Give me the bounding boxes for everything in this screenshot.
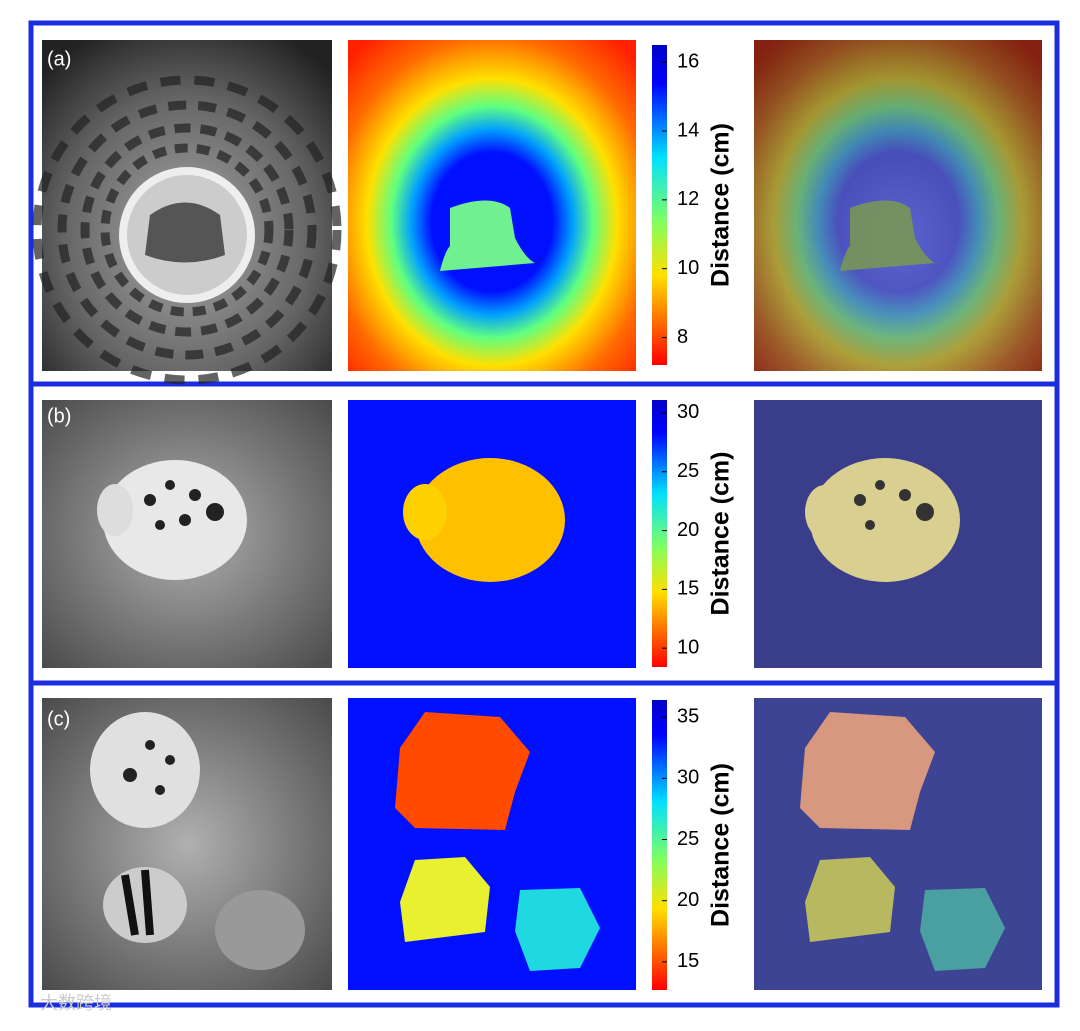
- depth-map: [348, 698, 636, 990]
- colorbar-tick-label: 15: [677, 578, 699, 600]
- colorbar-tick-label: 20: [677, 889, 699, 911]
- colorbar-tick-label: 25: [677, 828, 699, 850]
- colorbar-tick-label: 10: [677, 257, 699, 279]
- frame: [28, 20, 1060, 1008]
- colorbar-label: Distance (cm): [707, 123, 735, 287]
- grayscale-image: [42, 698, 332, 990]
- grayscale-image: [32, 40, 342, 385]
- colorbar-tick-label: 35: [677, 705, 699, 727]
- panel-label: (b): [47, 405, 71, 427]
- colorbar-label: Distance (cm): [707, 452, 735, 616]
- grayscale-image: [42, 400, 332, 668]
- colorbar-tick-label: 16: [677, 50, 699, 72]
- watermark: 大数跨境: [40, 993, 112, 1013]
- colorbar-tick-label: 20: [677, 519, 699, 541]
- colorbar: [652, 700, 667, 990]
- depth-map: [348, 40, 636, 371]
- colorbar-tick-label: 25: [677, 460, 699, 482]
- panel-label: (a): [47, 48, 71, 70]
- colorbar-label: Distance (cm): [707, 763, 735, 927]
- overlay-image: [754, 400, 1042, 668]
- colorbar-tick-label: 10: [677, 636, 699, 658]
- colorbar-tick-label: 15: [677, 950, 699, 972]
- depth-map: [348, 400, 636, 668]
- colorbar-tick-label: 12: [677, 188, 699, 210]
- colorbar-tick-label: 8: [677, 326, 688, 348]
- overlay-image: [754, 40, 1042, 371]
- colorbar-tick-label: 30: [677, 767, 699, 789]
- colorbar-tick-label: 14: [677, 119, 699, 141]
- colorbar: [652, 45, 667, 365]
- panel-label: (c): [47, 708, 70, 730]
- colorbar: [652, 400, 667, 667]
- colorbar-tick-label: 30: [677, 401, 699, 423]
- overlay-image: [754, 698, 1042, 990]
